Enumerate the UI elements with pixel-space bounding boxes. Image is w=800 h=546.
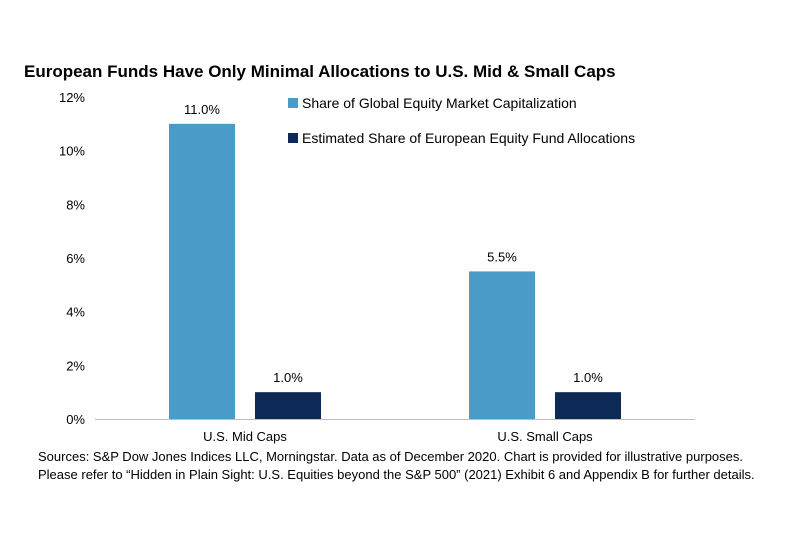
y-tick-label: 8% — [66, 197, 85, 212]
source-note: Sources: S&P Dow Jones Indices LLC, Morn… — [38, 449, 755, 482]
bar — [469, 271, 535, 419]
data-label: 11.0% — [184, 102, 220, 117]
y-tick-label: 10% — [59, 144, 85, 159]
legend-label: Share of Global Equity Market Capitaliza… — [302, 95, 577, 111]
bar — [169, 123, 235, 419]
bar — [255, 392, 321, 419]
bar — [555, 392, 621, 419]
y-tick-label: 4% — [66, 305, 85, 320]
y-tick-label: 2% — [66, 358, 85, 373]
legend-swatch — [288, 98, 298, 108]
data-label: 1.0% — [573, 370, 603, 385]
x-tick-label: U.S. Small Caps — [497, 429, 593, 444]
y-tick-label: 12% — [59, 90, 85, 105]
legend-swatch — [288, 133, 298, 143]
y-tick-label: 6% — [66, 251, 85, 266]
chart-title: European Funds Have Only Minimal Allocat… — [24, 62, 616, 81]
legend-label: Estimated Share of European Equity Fund … — [302, 130, 635, 146]
data-label: 1.0% — [273, 370, 303, 385]
x-tick-label: U.S. Mid Caps — [203, 429, 287, 444]
data-label: 5.5% — [487, 249, 517, 264]
y-tick-label: 0% — [66, 412, 85, 427]
